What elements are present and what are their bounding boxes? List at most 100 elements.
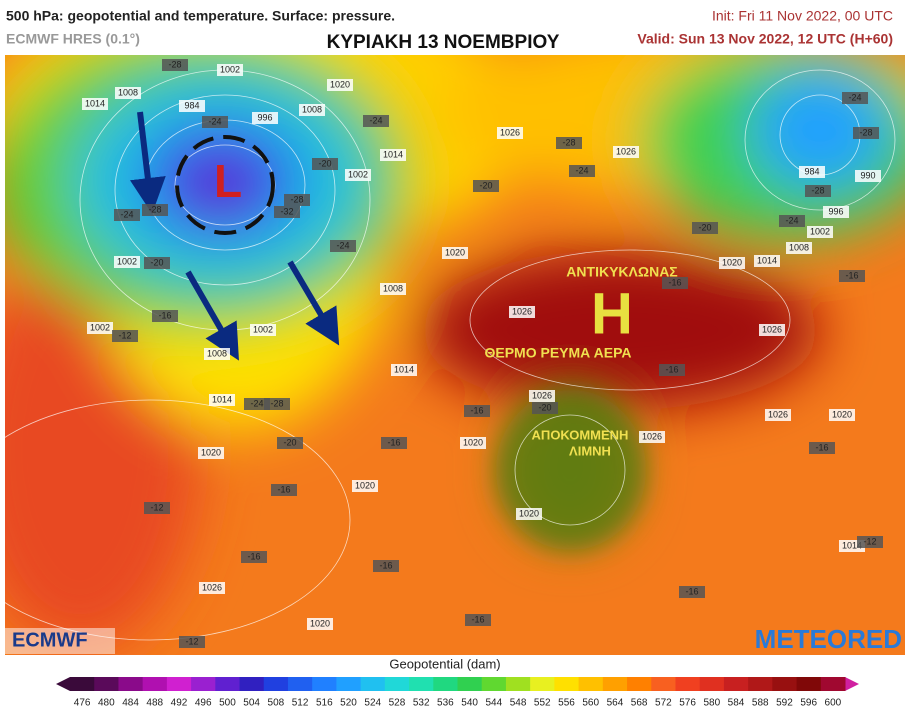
colorbar-tick-label: 496 [195, 698, 212, 709]
map-label: -16 [247, 551, 260, 561]
label-box [179, 636, 205, 648]
map-label: 1008 [383, 283, 403, 293]
map-label: -20 [150, 257, 163, 267]
map-label: -16 [471, 614, 484, 624]
map-label: 1026 [500, 127, 520, 137]
label-box [786, 242, 812, 254]
map-label: 990 [860, 170, 875, 180]
map-label: -24 [575, 165, 588, 175]
map-label: -12 [118, 330, 131, 340]
colorbar-swatch [263, 677, 289, 691]
colorbar-swatch [191, 677, 216, 691]
map-label: -24 [250, 398, 263, 408]
colorbar-tick-label: 588 [752, 698, 769, 709]
headline: ΚΥΡΙΑΚΗ 13 ΝΟΕΜΒΡΙΟΥ [327, 32, 560, 53]
label-box [352, 480, 378, 492]
colorbar-tick-label: 564 [607, 698, 624, 709]
map-label: 1020 [519, 508, 539, 518]
label-box [112, 330, 138, 342]
colorbar-swatch [94, 677, 119, 691]
map-label: -28 [168, 59, 181, 69]
map-label: 1026 [532, 390, 552, 400]
colorbar-tick-label: 552 [534, 698, 551, 709]
map-label: -24 [785, 215, 798, 225]
colorbar-swatch [820, 677, 846, 691]
warm-flow-label: ΘΕΡΜΟ ΡΕΥΜΑ ΑΕΡΑ [484, 345, 631, 361]
map-label: 1008 [302, 104, 322, 114]
logo-bg [5, 628, 115, 654]
label-box [853, 127, 879, 139]
map-label: -24 [120, 209, 133, 219]
map-label: -16 [665, 364, 678, 374]
map-label: -16 [387, 437, 400, 447]
label-box [529, 390, 555, 402]
colorbar-tick-label: 548 [510, 698, 527, 709]
label-box [307, 618, 333, 630]
map-label: 1020 [832, 409, 852, 419]
logo-ecmwf: ECMWF [12, 629, 88, 651]
label-box [839, 270, 865, 282]
colorbar-swatch [384, 677, 410, 691]
colorbar-tick-label: 488 [146, 698, 163, 709]
map-label: -28 [270, 398, 283, 408]
label-box [855, 170, 881, 182]
colorbar-tick-label: 572 [655, 698, 672, 709]
colorbar-tick-label: 600 [825, 698, 842, 709]
map: L H ΑΝΤΙΚΥΚΛΩΝΑΣ ΘΕΡΜΟ ΡΕΥΜΑ ΑΕΡΑ ΑΠΟΚΟΜ… [5, 55, 905, 655]
colorbar-tick-label: 508 [268, 698, 285, 709]
label-box [799, 166, 825, 178]
label-box [252, 112, 278, 124]
title: 500 hPa: geopotential and temperature. S… [6, 8, 395, 24]
map-label: 996 [828, 206, 843, 216]
label-box [613, 146, 639, 158]
map-label: 1020 [330, 79, 350, 89]
label-box [719, 257, 745, 269]
colorbar-swatch [409, 677, 434, 691]
colorbar-swatch [627, 677, 652, 691]
colorbar-swatch [578, 677, 604, 691]
label-box [345, 169, 371, 181]
map-label: 1002 [253, 324, 273, 334]
init-time: Init: Fri 11 Nov 2022, 00 UTC [712, 8, 893, 24]
map-label: 1008 [118, 87, 138, 97]
colorbar-tick-label: 480 [98, 698, 115, 709]
colorbar-end [56, 677, 70, 691]
colorbar-label: Geopotential (dam) [389, 656, 500, 671]
map-label: 1020 [310, 618, 330, 628]
colorbar-swatch [433, 677, 458, 691]
label-box [809, 442, 835, 454]
map-label: -24 [369, 115, 382, 125]
colorbar-swatch [505, 677, 531, 691]
map-label: 1002 [90, 322, 110, 332]
label-box [162, 59, 188, 71]
label-box [209, 394, 235, 406]
label-box [277, 437, 303, 449]
label-box [465, 614, 491, 626]
map-label: 1026 [768, 409, 788, 419]
colorbar-tick-label: 512 [292, 698, 309, 709]
colorbar-tick-label: 500 [219, 698, 236, 709]
map-label: -20 [479, 180, 492, 190]
colorbar-swatch [215, 677, 241, 691]
label-box [692, 222, 718, 234]
map-label: 1008 [207, 348, 227, 358]
label-box [82, 98, 108, 110]
label-box [204, 348, 230, 360]
colorbar-tick-label: 476 [74, 698, 91, 709]
label-box [380, 149, 406, 161]
map-label: -24 [848, 92, 861, 102]
cutoff-label: ΑΠΟΚΟΜΜΕΝΗ [532, 427, 629, 442]
colorbar-tick-label: 576 [679, 698, 696, 709]
colorbar-tick-label: 584 [728, 698, 745, 709]
map-label: 1014 [757, 255, 777, 265]
label-box [114, 209, 140, 221]
map-label: 1020 [722, 257, 742, 267]
label-box [842, 92, 868, 104]
colorbar-tick-label: 532 [413, 698, 430, 709]
label-box [179, 100, 205, 112]
map-label: 1002 [810, 226, 830, 236]
label-box [464, 405, 490, 417]
colorbar-swatch [287, 677, 313, 691]
map-label: -20 [698, 222, 711, 232]
